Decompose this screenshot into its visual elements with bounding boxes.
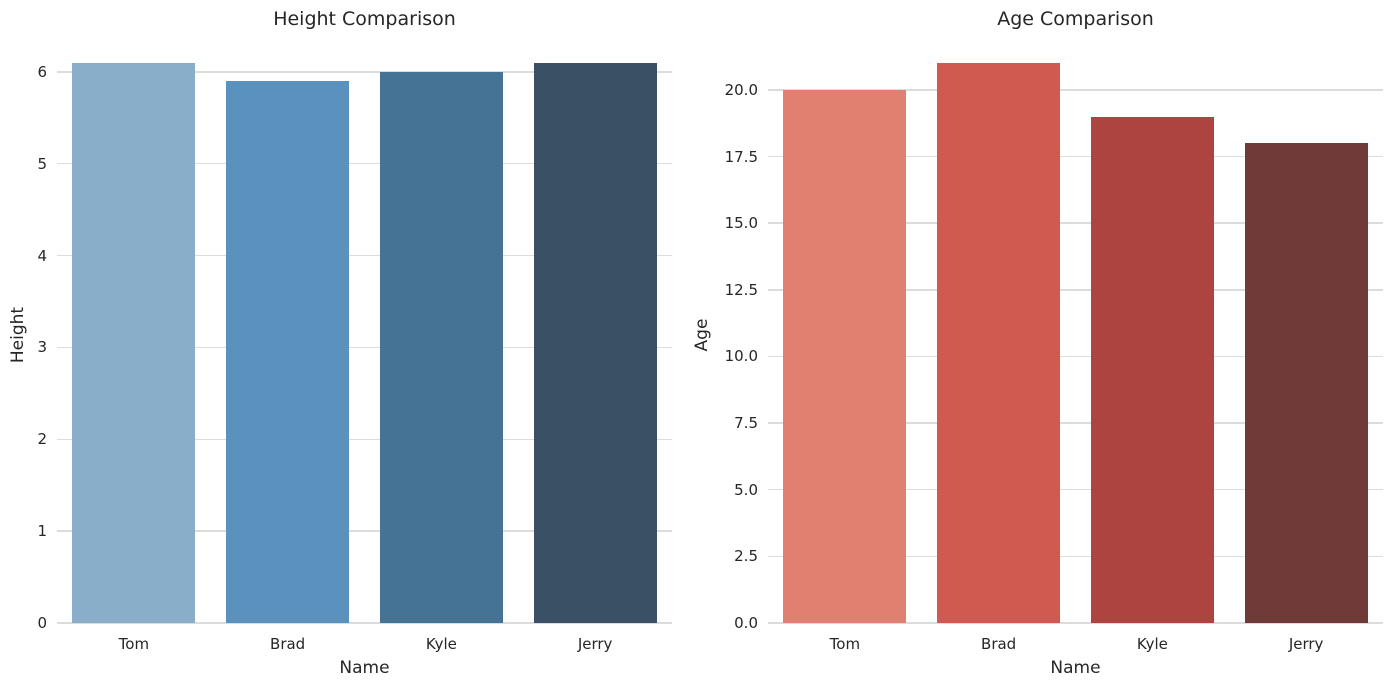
bar-tom	[783, 89, 907, 623]
x-tick-label-jerry: Jerry	[1288, 635, 1324, 653]
bar-jerry	[533, 62, 657, 623]
bar-kyle	[379, 71, 503, 623]
height-comparison-chart: Height Comparison Height Name 0 1 2 3 4 5 6 Tom…	[0, 0, 694, 690]
gridline	[768, 155, 1383, 158]
gridline	[768, 89, 1383, 91]
bar-jerry	[1244, 143, 1368, 623]
x-tick-label-brad: Brad	[981, 635, 1017, 653]
plot-area	[768, 47, 1383, 624]
gridline	[768, 555, 1383, 558]
x-tick-label-kyle: Kyle	[1136, 635, 1168, 653]
bar-tom	[72, 62, 196, 623]
x-tick-label-jerry: Jerry	[577, 635, 613, 653]
plot-area	[57, 47, 672, 624]
gridline	[57, 162, 672, 165]
y-tick-label: 5.0	[734, 480, 758, 499]
y-tick-label: 10.0	[724, 347, 758, 366]
age-comparison-chart: Age Comparison Age Name 0.0 2.5 5.0 7.5 10.0…	[692, 0, 1389, 690]
y-tick-label: 0	[37, 614, 47, 632]
gridline	[768, 622, 1383, 624]
gridline	[57, 254, 672, 257]
y-tick-label: 17.5	[724, 147, 758, 166]
y-tick-label: 2	[37, 430, 47, 449]
y-tick-label: 12.5	[724, 280, 758, 299]
gridline	[768, 222, 1383, 224]
gridline	[768, 488, 1383, 491]
gridline	[57, 530, 672, 532]
gridline	[768, 289, 1383, 291]
chart-title: Age Comparison	[997, 8, 1154, 30]
y-tick-label: 6	[37, 62, 47, 81]
gridline	[57, 346, 672, 349]
y-tick-label: 2.5	[734, 547, 758, 566]
y-tick-label: 0.0	[734, 614, 758, 632]
y-tick-label: 20.0	[724, 80, 758, 99]
chart-title: Height Comparison	[273, 8, 456, 30]
x-tick-label-tom: Tom	[118, 635, 150, 653]
x-axis-label: Name	[339, 658, 390, 678]
y-tick-label: 5	[37, 154, 47, 173]
x-axis-label: Name	[1050, 658, 1101, 678]
y-tick-label: 7.5	[734, 414, 758, 433]
x-tick-label-tom: Tom	[829, 635, 861, 653]
y-tick-label: 15.0	[724, 214, 758, 233]
x-tick-label-brad: Brad	[270, 635, 306, 653]
gridline	[57, 438, 672, 441]
gridline	[768, 422, 1383, 424]
bar-brad	[226, 81, 350, 623]
bar-brad	[937, 63, 1061, 623]
y-tick-label: 3	[37, 338, 47, 357]
bar-kyle	[1090, 116, 1214, 623]
gridline	[768, 355, 1383, 358]
y-tick-label: 1	[37, 522, 47, 541]
gridline	[57, 622, 672, 624]
gridline	[57, 71, 672, 73]
y-tick-label: 4	[37, 246, 47, 265]
x-tick-label-kyle: Kyle	[425, 635, 457, 653]
